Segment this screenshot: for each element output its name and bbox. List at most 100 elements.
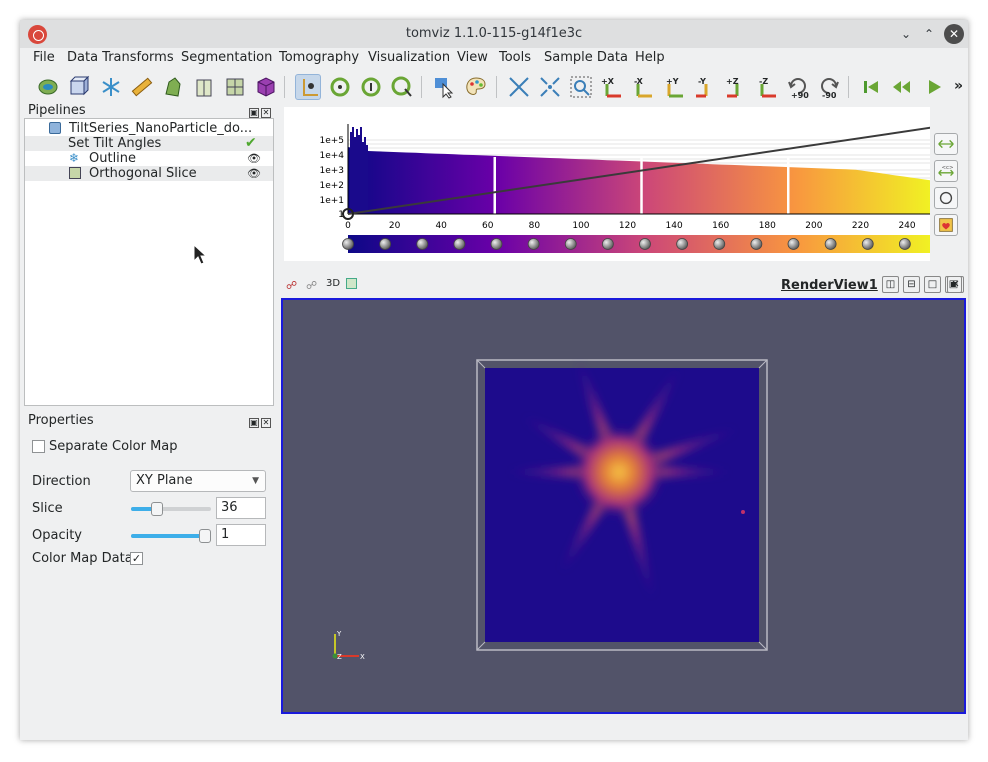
first-frame-icon[interactable] bbox=[858, 74, 884, 100]
view-minus-y-icon[interactable]: -Y bbox=[692, 74, 718, 100]
color-palette-icon[interactable] bbox=[463, 74, 489, 100]
colormap-control-point[interactable] bbox=[527, 238, 540, 250]
separate-color-map-checkbox[interactable] bbox=[32, 440, 45, 453]
visibility-eye-icon[interactable]: 👁 bbox=[247, 152, 261, 165]
color-map-data-checkbox[interactable]: ✓ bbox=[130, 552, 143, 565]
toolbar-overflow-icon[interactable]: » bbox=[954, 78, 964, 94]
interaction-mode-icon[interactable] bbox=[295, 74, 321, 100]
pipeline-item-datasource[interactable]: TiltSeries_NanoParticle_do... bbox=[25, 121, 273, 136]
split-vertical-icon[interactable]: ⊟ bbox=[903, 276, 920, 293]
opacity-function-line[interactable] bbox=[347, 125, 943, 215]
custom-range-icon[interactable]: <c> bbox=[934, 160, 958, 182]
pipeline-item-orthogonal-slice[interactable]: Orthogonal Slice 👁 bbox=[25, 166, 273, 181]
view-plus-x-icon[interactable]: +X bbox=[599, 74, 625, 100]
colormap-control-point[interactable] bbox=[601, 238, 614, 250]
pipeline-item-outline[interactable]: ❄ Outline 👁 bbox=[25, 151, 273, 166]
play-icon[interactable] bbox=[921, 74, 947, 100]
colormap-control-point[interactable] bbox=[676, 238, 689, 250]
split-horizontal-icon[interactable]: ◫ bbox=[882, 276, 899, 293]
view-plus-y-icon[interactable]: +Y bbox=[661, 74, 687, 100]
slice-slider[interactable] bbox=[131, 502, 211, 516]
histogram-x-tick: 200 bbox=[805, 221, 822, 231]
slice-slider-handle[interactable] bbox=[151, 502, 163, 516]
zoom-to-data-icon[interactable] bbox=[537, 74, 563, 100]
menu-tomography[interactable]: Tomography bbox=[279, 50, 360, 65]
colormap-control-point[interactable] bbox=[898, 238, 911, 250]
rotate-camera-icon[interactable] bbox=[358, 74, 384, 100]
opacity-slider[interactable] bbox=[131, 529, 211, 543]
menu-file[interactable]: File bbox=[33, 50, 55, 65]
colormap-control-point[interactable] bbox=[453, 238, 466, 250]
zoom-to-box-icon[interactable] bbox=[568, 74, 594, 100]
menu-data-transforms[interactable]: Data Transforms bbox=[67, 50, 174, 65]
colormap-control-point[interactable] bbox=[713, 238, 726, 250]
menu-sample-data[interactable]: Sample Data bbox=[544, 50, 628, 65]
close-icon[interactable]: ✕ bbox=[944, 24, 964, 44]
float-panel-icon[interactable]: ▣ bbox=[249, 108, 259, 118]
ruler-icon[interactable] bbox=[129, 74, 155, 100]
render-view-name[interactable]: RenderView1 bbox=[781, 278, 878, 293]
close-panel-icon[interactable]: ✕ bbox=[261, 108, 271, 118]
screenshot-icon[interactable] bbox=[346, 278, 357, 289]
contour-snowflake-icon[interactable] bbox=[98, 74, 124, 100]
histogram-x-tick: 140 bbox=[666, 221, 683, 231]
toolbar-separator bbox=[284, 76, 285, 98]
colormap-control-point[interactable] bbox=[490, 238, 503, 250]
open-data-icon[interactable] bbox=[35, 74, 61, 100]
colormap-control-point[interactable] bbox=[824, 238, 837, 250]
float-panel-icon[interactable]: ▣ bbox=[249, 418, 259, 428]
view-minus-z-icon[interactable]: -Z bbox=[754, 74, 780, 100]
save-preset-icon[interactable] bbox=[934, 214, 958, 236]
menu-tools[interactable]: Tools bbox=[499, 50, 532, 65]
histogram-chart[interactable]: 1e+5 1e+4 1e+3 1e+2 1e+1 1 0 20 40 60 80 100 120 140… bbox=[284, 107, 948, 261]
capture-icon[interactable]: ☍ bbox=[306, 279, 318, 292]
pipeline-item-set-tilt-angles[interactable]: Set Tilt Angles ✔ bbox=[25, 136, 273, 151]
close-panel-icon[interactable]: ✕ bbox=[261, 418, 271, 428]
opacity-node-start[interactable] bbox=[342, 208, 354, 220]
volume-module-icon[interactable] bbox=[253, 74, 279, 100]
render-view[interactable]: Y Z X bbox=[281, 298, 966, 714]
view-plus-z-icon[interactable]: +Z bbox=[723, 74, 749, 100]
reset-view-icon[interactable] bbox=[506, 74, 532, 100]
colormap-control-point[interactable] bbox=[379, 238, 392, 250]
colormap-control-point[interactable] bbox=[416, 238, 429, 250]
colormap-control-point[interactable] bbox=[639, 238, 651, 250]
slice-module-icon[interactable] bbox=[191, 74, 217, 100]
colormap-control-point[interactable] bbox=[342, 238, 354, 250]
view-mode-toggle[interactable]: 3D bbox=[326, 278, 341, 289]
previous-frame-icon[interactable] bbox=[889, 74, 915, 100]
histogram-y-tick: 1e+4 bbox=[319, 151, 344, 161]
threshold-icon[interactable] bbox=[160, 74, 186, 100]
rotate-minus-90-icon[interactable]: -90 bbox=[816, 74, 842, 100]
outline-module-icon[interactable] bbox=[66, 74, 92, 100]
rescale-range-icon[interactable] bbox=[934, 133, 958, 155]
orientation-axes: Y Z X bbox=[332, 630, 365, 661]
rotate-plus-90-icon[interactable]: +90 bbox=[785, 74, 811, 100]
menu-segmentation[interactable]: Segmentation bbox=[181, 50, 273, 65]
colormap-control-point[interactable] bbox=[750, 238, 763, 250]
colormap-control-point[interactable] bbox=[787, 238, 800, 250]
opacity-slider-handle[interactable] bbox=[199, 529, 211, 543]
menu-view[interactable]: View bbox=[457, 50, 488, 65]
reset-opacity-icon[interactable] bbox=[934, 187, 958, 209]
slice-spinbox[interactable]: 36 bbox=[216, 497, 266, 519]
select-tool-icon[interactable] bbox=[431, 74, 457, 100]
reset-camera-icon[interactable] bbox=[327, 74, 353, 100]
view-minus-x-icon[interactable]: -X bbox=[630, 74, 656, 100]
orthogonal-slice-icon[interactable] bbox=[222, 74, 248, 100]
rotate-selection-icon[interactable] bbox=[389, 74, 415, 100]
maximize-view-icon[interactable]: □ bbox=[924, 276, 941, 293]
maximize-icon[interactable]: ⌃ bbox=[923, 27, 935, 41]
opacity-spinbox[interactable]: 1 bbox=[216, 524, 266, 546]
axis-z-label: Z bbox=[337, 653, 342, 661]
colormap-bar[interactable] bbox=[348, 235, 942, 253]
visibility-eye-icon[interactable]: 👁 bbox=[247, 167, 261, 180]
minimize-icon[interactable]: ⌄ bbox=[900, 27, 912, 41]
direction-select[interactable]: XY Plane ▼ bbox=[130, 470, 266, 492]
camera-link-icon[interactable]: ☍ bbox=[286, 279, 298, 292]
close-view-icon[interactable]: ✕ bbox=[947, 276, 964, 293]
menu-help[interactable]: Help bbox=[635, 50, 665, 65]
colormap-control-point[interactable] bbox=[564, 238, 577, 250]
colormap-control-point[interactable] bbox=[861, 238, 874, 250]
menu-visualization[interactable]: Visualization bbox=[368, 50, 451, 65]
